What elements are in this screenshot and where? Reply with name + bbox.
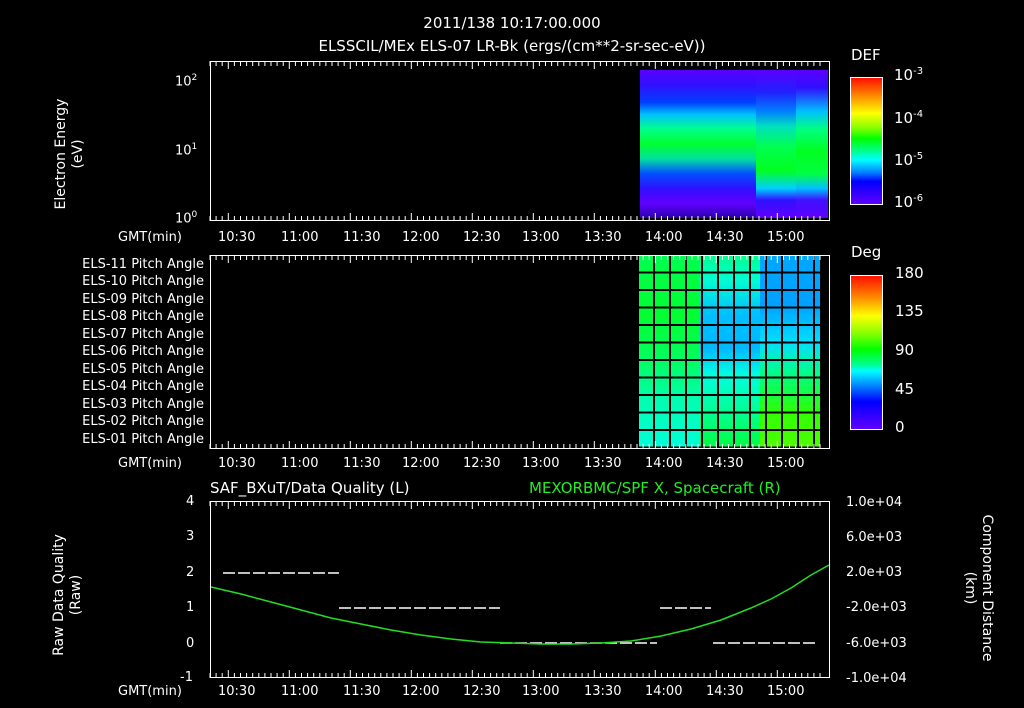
deg-tick: 135 <box>895 302 924 320</box>
xtick: 14:30 <box>706 456 744 471</box>
ytick: 2 <box>186 565 195 580</box>
def-tick-1e-3: 10-3 <box>894 66 924 84</box>
xtick: 10:30 <box>218 456 256 471</box>
xtick: 14:00 <box>645 230 683 245</box>
ytick: -1.0e+04 <box>846 671 907 686</box>
xtick: 14:00 <box>645 456 683 471</box>
panel1-xaxis-label: GMT(min) <box>118 230 182 245</box>
panel3-right-ylabel: Component Distance (km) <box>959 508 995 668</box>
xtick: 13:00 <box>522 456 560 471</box>
xtick: 11:30 <box>343 230 381 245</box>
spacecraft-x-line <box>210 564 830 645</box>
panel1-ytick-1: 100 <box>175 210 198 227</box>
ytick: -1 <box>180 670 193 685</box>
row-label: ELS-04 Pitch Angle <box>82 379 204 394</box>
def-tick-1e-5: 10-5 <box>894 151 924 169</box>
row-label: ELS-11 Pitch Angle <box>82 257 204 272</box>
row-label: ELS-08 Pitch Angle <box>82 309 204 324</box>
deg-tick: 0 <box>895 418 905 436</box>
def-tick-1e-4: 10-4 <box>894 109 924 127</box>
xtick: 12:30 <box>463 456 501 471</box>
row-label: ELS-07 Pitch Angle <box>82 327 204 342</box>
data-quality-plot <box>210 501 830 678</box>
row-label: ELS-09 Pitch Angle <box>82 292 204 307</box>
spectrogram-shift-region <box>756 70 796 218</box>
ytick: 1.0e+04 <box>846 495 903 510</box>
xtick: 13:00 <box>522 684 560 699</box>
deg-tick: 45 <box>895 380 915 398</box>
row-label: ELS-06 Pitch Angle <box>82 344 204 359</box>
energy-spectrogram <box>210 61 830 221</box>
ytick: 1 <box>186 600 195 615</box>
def-colorbar <box>850 77 883 205</box>
xtick: 13:30 <box>584 456 622 471</box>
xtick: 14:30 <box>706 230 744 245</box>
panel3-right-ylabel-line2: (km) <box>962 571 978 605</box>
ytick: 3 <box>186 529 195 544</box>
xtick: 13:00 <box>522 230 560 245</box>
xtick: 12:00 <box>402 456 440 471</box>
quality-segments <box>223 572 817 644</box>
panel2-xaxis-label: GMT(min) <box>118 456 182 471</box>
plot-subtitle: ELSSCIL/MEx ELS-07 LR-Bk (ergs/(cm**2-sr… <box>318 37 706 55</box>
xtick: 13:30 <box>584 230 622 245</box>
xtick: 11:00 <box>281 456 319 471</box>
panel2-colorbar-title: Deg <box>851 243 882 261</box>
row-label: ELS-05 Pitch Angle <box>82 362 204 377</box>
deg-tick: 90 <box>895 341 915 359</box>
panel3-left-ylabel-line2: (Raw) <box>68 574 84 616</box>
ytick: 2.0e+03 <box>846 565 903 580</box>
ytick: -6.0e+03 <box>846 636 907 651</box>
panel3-right-ylabel-line1: Component Distance <box>979 514 995 662</box>
xtick: 12:30 <box>463 684 501 699</box>
ytick: -2.0e+03 <box>846 600 907 615</box>
xtick: 15:00 <box>767 684 805 699</box>
xtick: 10:30 <box>218 230 256 245</box>
xtick: 12:00 <box>402 230 440 245</box>
xtick: 11:00 <box>281 684 319 699</box>
pitch-angle-grid-lines <box>639 256 820 448</box>
xtick: 12:00 <box>402 684 440 699</box>
xtick: 15:00 <box>767 230 805 245</box>
panel3-right-title: MEXORBMC/SPF X, Spacecraft (R) <box>529 479 781 497</box>
spectrogram-late-region <box>796 70 828 218</box>
row-label: ELS-03 Pitch Angle <box>82 397 204 412</box>
panel3-left-ylabel-line1: Raw Data Quality <box>51 534 67 656</box>
xtick: 11:00 <box>281 230 319 245</box>
xtick: 10:30 <box>218 684 256 699</box>
row-label: ELS-02 Pitch Angle <box>82 414 204 429</box>
panel3-left-ylabel: Raw Data Quality (Raw) <box>51 525 85 665</box>
panel1-ylabel-line2: (eV) <box>70 139 86 169</box>
xtick: 11:30 <box>343 456 381 471</box>
plot-timestamp: 2011/138 10:17:00.000 <box>423 14 601 32</box>
def-tick-1e-6: 10-6 <box>894 193 924 211</box>
panel3-left-title: SAF_BXuT/Data Quality (L) <box>210 479 410 497</box>
data-quality-lines <box>210 564 830 645</box>
xtick: 15:00 <box>767 456 805 471</box>
xtick: 13:30 <box>584 684 622 699</box>
panel1-ylabel-line1: Electron Energy <box>53 98 69 210</box>
pitch-angle-plot <box>210 255 830 449</box>
ytick: 6.0e+03 <box>846 530 903 545</box>
row-label: ELS-10 Pitch Angle <box>82 274 204 289</box>
panel1-ytick-100: 102 <box>175 73 198 90</box>
panel1-ytick-10: 101 <box>175 142 198 159</box>
panel1-ylabel: Electron Energy (eV) <box>53 74 87 234</box>
panel1-colorbar-title: DEF <box>851 46 881 64</box>
xtick: 14:30 <box>706 684 744 699</box>
xtick: 14:00 <box>645 684 683 699</box>
panel3-xaxis-label: GMT(min) <box>118 684 182 699</box>
row-label: ELS-01 Pitch Angle <box>82 432 204 447</box>
xtick: 11:30 <box>343 684 381 699</box>
ytick: 4 <box>186 494 195 509</box>
xtick: 12:30 <box>463 230 501 245</box>
deg-tick: 180 <box>895 264 924 282</box>
ytick: 0 <box>186 636 195 651</box>
deg-colorbar <box>850 275 883 430</box>
